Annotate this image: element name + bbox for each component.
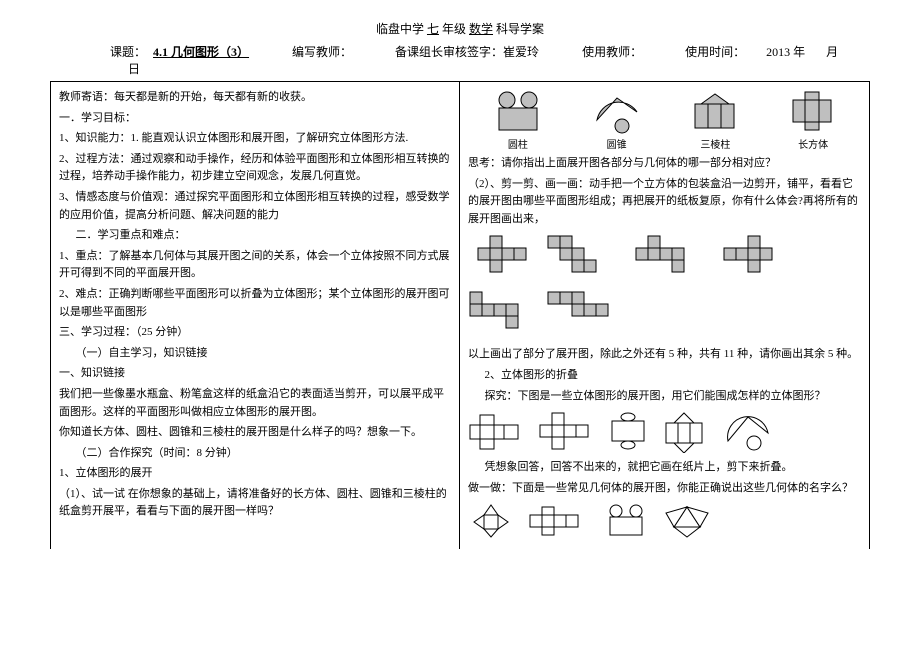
right-p1: （2）、剪一剪、画一画：动手把一个立方体的包装盒沿一边剪开，铺平，看看它的展开图… <box>468 176 861 229</box>
page-title: 临盘中学 七 年级 数学 科导学案 <box>50 20 870 37</box>
unfold-p1: （1）、试一试 在你想象的基础上，请将准备好的长方体、圆柱、圆锥和三棱柱的纸盒剪… <box>59 486 451 521</box>
cube-nets-row1 <box>468 234 861 284</box>
title-suffix: 科导学案 <box>496 22 544 36</box>
diagram-cylinder: 圆柱 <box>492 90 544 151</box>
label-cylinder: 圆柱 <box>508 140 528 151</box>
goal-3: 3、情感态度与价值观：通过探究平面图形和立体图形相互转换的过程，感受数学的应用价… <box>59 189 451 224</box>
fold-cone-net-icon <box>724 411 776 453</box>
heading-knowledge-link: 一、知识链接 <box>59 365 451 383</box>
keypoint-1: 1、重点：了解基本几何体与其展开图之间的关系，体会一个立体按照不同方式展开可得到… <box>59 248 451 283</box>
topic-label: 课题： <box>110 43 146 60</box>
knowledge-p2: 你知道长方体、圆柱、圆锥和三棱柱的展开图是什么样子的吗？想象一下。 <box>59 424 451 442</box>
cuboid-net-icon <box>789 90 837 134</box>
cube-net-5-icon <box>468 290 528 340</box>
cube-net-3-icon <box>634 234 704 284</box>
cylinder-net-icon <box>492 90 544 134</box>
month: 月 <box>826 43 838 60</box>
keypoint-2: 2、难点：正确判断哪些平面图形可以折叠为立体图形；某个立体图形的展开图可以是哪些… <box>59 286 451 321</box>
step-2-title: （二）合作探究（时间：8 分钟） <box>59 445 451 463</box>
cube-nets-row2 <box>468 290 861 340</box>
teacher-intro: 教师寄语：每天都是新的开始，每天都有新的收获。 <box>59 89 451 107</box>
diagram-cuboid: 长方体 <box>789 90 837 151</box>
knowledge-p1: 我们把一些像墨水瓶盒、粉笔盒这样的纸盒沿它的表面适当剪开，可以展平成平面图形。这… <box>59 386 451 421</box>
diagram-prism: 三棱柱 <box>689 90 741 151</box>
topic-value: 4.1 几何图形（3） <box>153 43 249 60</box>
cube-net-6-icon <box>546 290 616 340</box>
prism-net-icon <box>689 90 741 134</box>
right-column: 圆柱 圆锥 三棱柱 <box>460 82 870 549</box>
use-teacher-label: 使用教师： <box>582 43 642 60</box>
content-columns: 教师寄语：每天都是新的开始，每天都有新的收获。 一．学习目标： 1、知识能力：1… <box>50 81 870 549</box>
label-cone: 圆锥 <box>607 140 627 151</box>
step-1-title: （一）自主学习，知识链接 <box>59 345 451 363</box>
fold-cuboid-net-icon <box>468 411 528 453</box>
heading-keypoints: 二．学习重点和难点： <box>59 227 451 245</box>
goal-2: 2、过程方法：通过观察和动手操作，经历和体验平面图形和立体图形相互转换的过程，培… <box>59 151 451 186</box>
cylinder-small-net-icon <box>606 503 648 539</box>
goal-1: 1、知识能力：1. 能直观认识立体图形和展开图，了解研究立体图形方法. <box>59 130 451 148</box>
fold-cylinder-net-icon <box>606 411 652 453</box>
right-p2: 以上画出了部分了展开图，除此之外还有 5 种，共有 11 种，请你画出其余 5 … <box>468 346 861 364</box>
heading-goals: 一．学习目标： <box>59 110 451 128</box>
year: 2013 年 <box>766 43 805 60</box>
fold-prism-net-icon <box>662 411 714 453</box>
diagram-cone: 圆锥 <box>592 90 642 151</box>
right-p3: 探究：下图是一些立体图形的展开图，用它们能围成怎样的立体图形？ <box>468 388 861 406</box>
shape-name-diagrams <box>468 503 861 539</box>
school-name: 临盘中学 <box>376 22 424 36</box>
cube-net-2-icon <box>546 234 616 284</box>
label-prism: 三棱柱 <box>700 140 730 151</box>
tetrahedron-net-icon <box>662 503 712 539</box>
meta-line: 课题： 4.1 几何图形（3） 编写教师： 备课组长审核签字：崔爱玲 使用教师：… <box>50 43 870 77</box>
heading-fold: 2、立体图形的折叠 <box>468 367 861 385</box>
left-column: 教师寄语：每天都是新的开始，每天都有新的收获。 一．学习目标： 1、知识能力：1… <box>50 82 460 549</box>
use-time-label: 使用时间： <box>685 43 745 60</box>
heading-process: 三、学习过程：（25 分钟） <box>59 324 451 342</box>
cone-net-icon <box>592 90 642 134</box>
editor-label: 编写教师： <box>292 43 352 60</box>
label-cuboid: 长方体 <box>798 140 828 151</box>
fold-diagrams <box>468 411 861 453</box>
heading-unfold: 1、立体图形的展开 <box>59 465 451 483</box>
subject: 数学 <box>469 22 493 36</box>
right-p4: 凭想象回答，回答不出来的，就把它画在纸片上，剪下来折叠。 <box>468 459 861 477</box>
unfold-diagrams: 圆柱 圆锥 三棱柱 <box>468 90 861 151</box>
think-1: 思考：请你指出上面展开图各部分与几何体的哪一部分相对应？ <box>468 155 861 173</box>
cube-net-1-icon <box>468 234 528 284</box>
pyramid-net-icon <box>468 503 514 539</box>
fold-cube-net-icon <box>538 411 596 453</box>
grade-suffix: 年级 <box>442 22 466 36</box>
cube-net-4-icon <box>722 234 792 284</box>
review-label: 备课组长审核签字：崔爱玲 <box>395 43 539 60</box>
day: 日 <box>128 60 140 77</box>
grade: 七 <box>427 22 439 36</box>
cuboid-net-flat-icon <box>528 503 592 539</box>
right-p5: 做一做：下面是一些常见几何体的展开图，你能正确说出这些几何体的名字么？ <box>468 480 861 498</box>
